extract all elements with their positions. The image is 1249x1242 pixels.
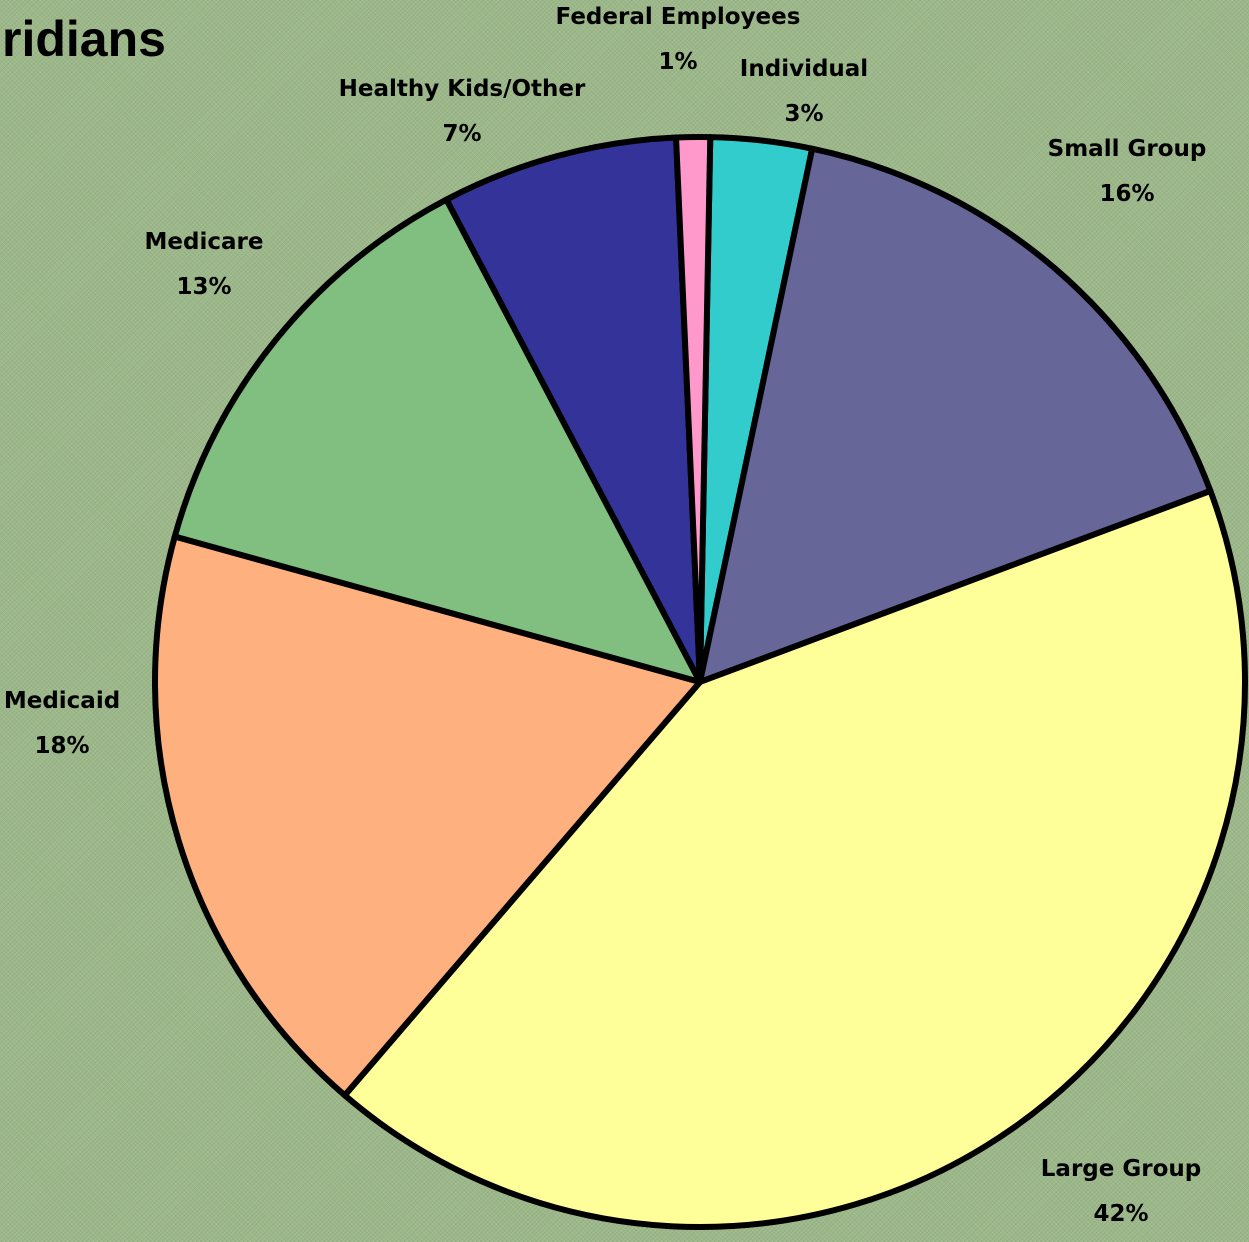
data-label-name: Federal Employees — [556, 4, 801, 30]
pie-slice-healthy-kids-other — [443, 134, 703, 685]
data-label-percent: 16% — [1099, 181, 1154, 207]
data-label-name: Large Group — [1041, 1156, 1201, 1182]
data-label-name: Individual — [740, 56, 868, 82]
pie-slice-medicaid — [152, 533, 703, 1099]
data-label-federal-employees: Federal Employees 1% — [556, 4, 801, 75]
data-label-percent: 3% — [784, 101, 823, 127]
pie-slice-small-group — [697, 145, 1214, 685]
pie-slice-federal-employees — [673, 134, 714, 685]
data-label-percent: 13% — [176, 274, 231, 300]
data-label-percent: 1% — [658, 49, 697, 75]
data-label-name: Small Group — [1048, 136, 1207, 162]
data-label-individual: Individual 3% — [740, 56, 868, 127]
pie-slices — [152, 134, 1249, 1231]
data-label-medicare: Medicare 13% — [145, 229, 264, 300]
pie-labels: Individual 3% Small Group 16% Large Group 42%… — [4, 4, 1207, 1227]
data-label-percent: 7% — [442, 121, 481, 147]
data-label-healthy-kids-other: Healthy Kids/Other 7% — [339, 76, 586, 147]
data-label-small-group: Small Group 16% — [1048, 136, 1207, 207]
data-label-name: Medicare — [145, 229, 264, 255]
data-label-medicaid: Medicaid 18% — [4, 688, 120, 759]
data-label-large-group: Large Group 42% — [1041, 1156, 1201, 1227]
data-label-name: Healthy Kids/Other — [339, 76, 586, 102]
data-label-name: Medicaid — [4, 688, 120, 714]
pie-slice-medicare — [171, 196, 703, 685]
pie-slice-large-group — [341, 487, 1249, 1231]
data-label-percent: 18% — [34, 733, 89, 759]
data-label-percent: 42% — [1093, 1201, 1148, 1227]
chart-title: ridians — [2, 11, 166, 67]
